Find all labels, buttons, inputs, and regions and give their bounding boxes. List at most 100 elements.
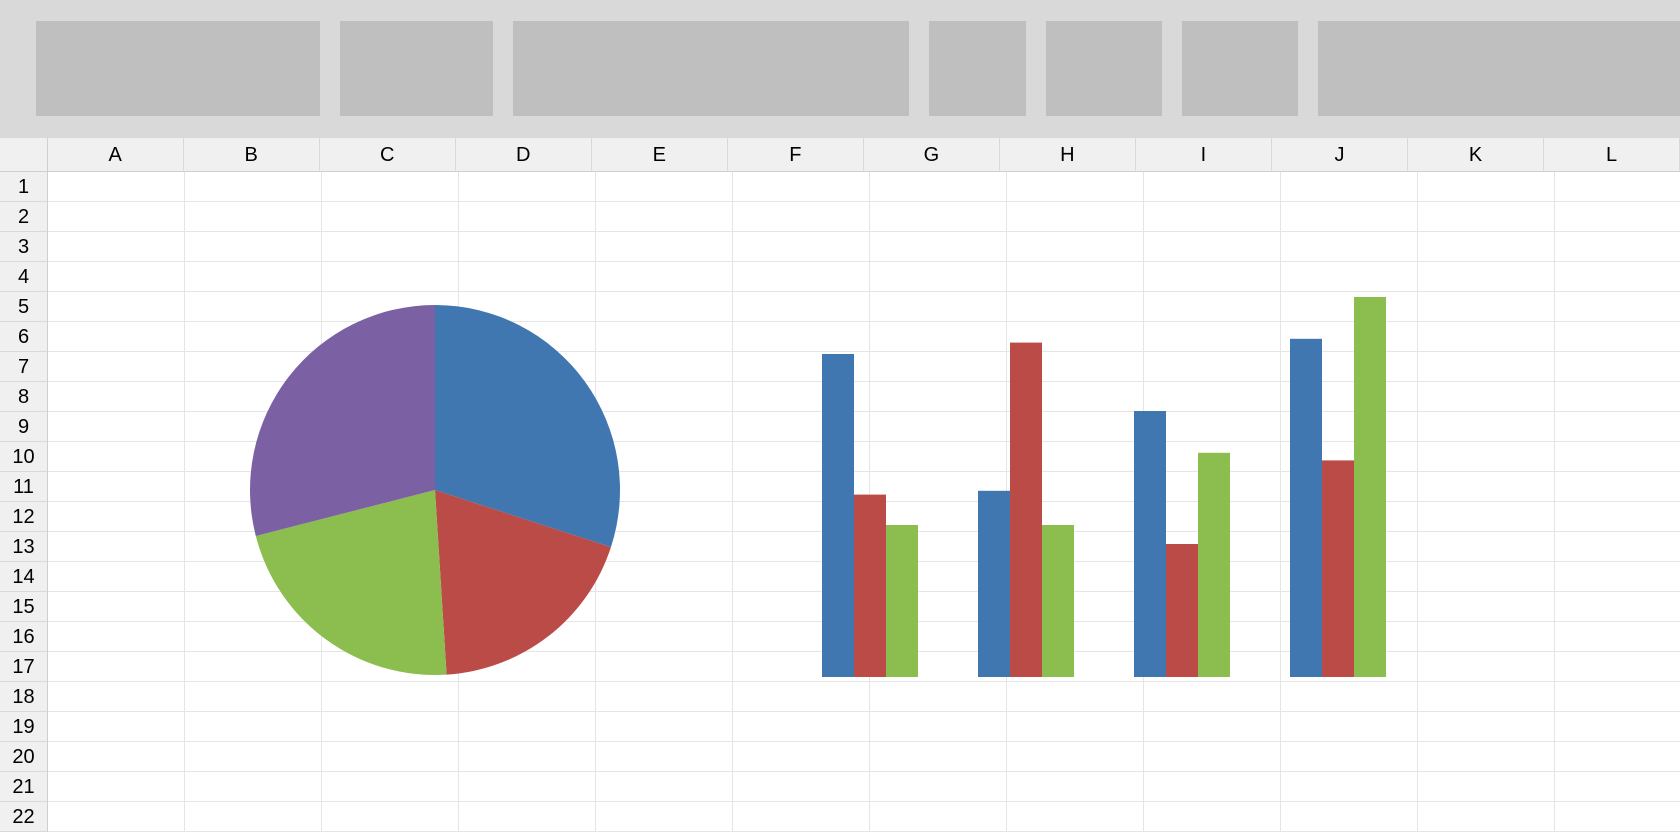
bar-chart[interactable] (820, 295, 1388, 679)
bar[interactable] (854, 495, 886, 677)
cell[interactable] (1555, 562, 1680, 592)
cell[interactable] (1007, 712, 1144, 742)
cell[interactable] (1418, 682, 1555, 712)
cell[interactable] (322, 232, 459, 262)
row-header[interactable]: 12 (0, 502, 48, 532)
cell[interactable] (1555, 532, 1680, 562)
cell[interactable] (1418, 532, 1555, 562)
bar[interactable] (1322, 460, 1354, 677)
cell[interactable] (1144, 742, 1281, 772)
cell[interactable] (48, 442, 185, 472)
cell[interactable] (1418, 472, 1555, 502)
cell[interactable] (1555, 412, 1680, 442)
cell[interactable] (1007, 772, 1144, 802)
cell[interactable] (48, 772, 185, 802)
cell[interactable] (1281, 202, 1418, 232)
row-header[interactable]: 1 (0, 172, 48, 202)
row-header[interactable]: 14 (0, 562, 48, 592)
cell[interactable] (870, 232, 1007, 262)
cell[interactable] (459, 262, 596, 292)
cell[interactable] (322, 682, 459, 712)
cell[interactable] (1418, 352, 1555, 382)
cell[interactable] (1007, 232, 1144, 262)
column-header[interactable]: D (456, 138, 592, 172)
select-all-corner[interactable] (0, 138, 48, 172)
cell[interactable] (1418, 172, 1555, 202)
cell[interactable] (322, 802, 459, 832)
cell[interactable] (1281, 682, 1418, 712)
cell[interactable] (1281, 172, 1418, 202)
cell[interactable] (1007, 262, 1144, 292)
cell[interactable] (48, 232, 185, 262)
cell[interactable] (322, 712, 459, 742)
cell[interactable] (48, 562, 185, 592)
cell[interactable] (48, 592, 185, 622)
column-header[interactable]: J (1272, 138, 1408, 172)
row-header[interactable]: 10 (0, 442, 48, 472)
cell[interactable] (185, 742, 322, 772)
column-header[interactable]: K (1408, 138, 1544, 172)
ribbon-group[interactable] (1182, 21, 1298, 116)
row-header[interactable]: 7 (0, 352, 48, 382)
row-header[interactable]: 13 (0, 532, 48, 562)
row-header[interactable]: 6 (0, 322, 48, 352)
cell[interactable] (1418, 622, 1555, 652)
cell[interactable] (459, 772, 596, 802)
column-header[interactable]: F (728, 138, 864, 172)
cell[interactable] (596, 742, 733, 772)
cell[interactable] (596, 172, 733, 202)
cell[interactable] (48, 262, 185, 292)
cell[interactable] (459, 202, 596, 232)
cell[interactable] (1007, 802, 1144, 832)
cell[interactable] (733, 802, 870, 832)
cell[interactable] (48, 502, 185, 532)
cell[interactable] (733, 262, 870, 292)
column-header[interactable]: B (184, 138, 320, 172)
row-header[interactable]: 16 (0, 622, 48, 652)
cell[interactable] (459, 712, 596, 742)
row-header[interactable]: 18 (0, 682, 48, 712)
row-header[interactable]: 11 (0, 472, 48, 502)
ribbon-group[interactable] (1318, 21, 1680, 116)
cell[interactable] (870, 682, 1007, 712)
cell[interactable] (596, 202, 733, 232)
bar[interactable] (1010, 343, 1042, 677)
column-header[interactable]: C (320, 138, 456, 172)
row-header[interactable]: 20 (0, 742, 48, 772)
ribbon-group[interactable] (1046, 21, 1162, 116)
cell[interactable] (596, 802, 733, 832)
cell[interactable] (322, 772, 459, 802)
row-header[interactable]: 2 (0, 202, 48, 232)
bar[interactable] (886, 525, 918, 677)
cell[interactable] (1418, 202, 1555, 232)
cell[interactable] (1007, 682, 1144, 712)
cell[interactable] (1555, 322, 1680, 352)
cell[interactable] (48, 652, 185, 682)
cell[interactable] (48, 742, 185, 772)
cell[interactable] (48, 202, 185, 232)
cell[interactable] (459, 232, 596, 262)
cell[interactable] (1281, 772, 1418, 802)
cell[interactable] (733, 772, 870, 802)
cell[interactable] (870, 262, 1007, 292)
cell[interactable] (1418, 442, 1555, 472)
cell[interactable] (48, 292, 185, 322)
cell[interactable] (870, 802, 1007, 832)
ribbon-group[interactable] (513, 21, 909, 116)
row-header[interactable]: 21 (0, 772, 48, 802)
cell[interactable] (185, 682, 322, 712)
cell[interactable] (1418, 712, 1555, 742)
cell[interactable] (1555, 172, 1680, 202)
cell[interactable] (1418, 562, 1555, 592)
cell[interactable] (1555, 292, 1680, 322)
cell[interactable] (1555, 652, 1680, 682)
bar[interactable] (1290, 339, 1322, 677)
row-header[interactable]: 19 (0, 712, 48, 742)
cell[interactable] (1281, 742, 1418, 772)
row-header[interactable]: 22 (0, 802, 48, 832)
bar[interactable] (1166, 544, 1198, 677)
ribbon-group[interactable] (36, 21, 320, 116)
column-header[interactable]: I (1136, 138, 1272, 172)
cell[interactable] (733, 172, 870, 202)
cell[interactable] (1418, 292, 1555, 322)
